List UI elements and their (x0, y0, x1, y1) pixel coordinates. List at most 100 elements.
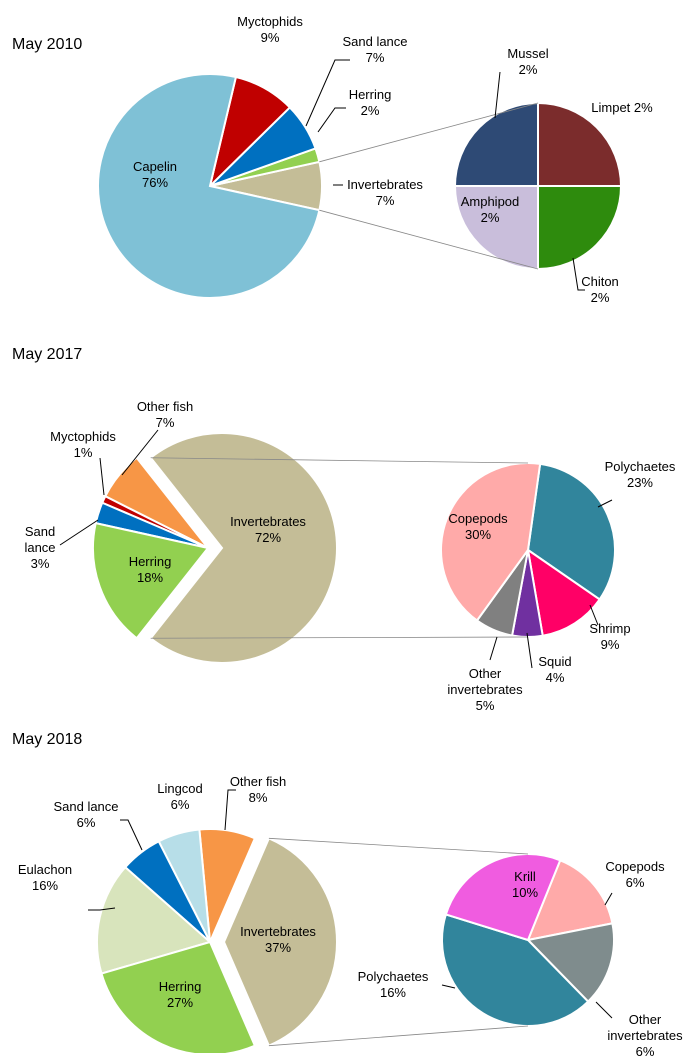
label-text: 2% (590, 290, 610, 305)
label-text: Squid (538, 654, 572, 669)
label-text: 27% (166, 995, 194, 1010)
label-text: Copepods (448, 511, 508, 526)
sub-pie-slice (537, 185, 623, 271)
data-label: Invertebrates 72% (230, 514, 306, 546)
data-label: Herring 27% (159, 979, 202, 1011)
data-label: Polychaetes 16% (358, 969, 429, 1001)
label-text: 7% (365, 50, 385, 65)
label-text: Other fish (229, 774, 287, 789)
label-text: 76% (141, 175, 169, 190)
label-text: 10% (511, 885, 539, 900)
label-text: 5% (475, 698, 495, 713)
label-text: 9% (260, 30, 280, 45)
sub-pie-slice (440, 462, 542, 622)
data-label: Sand lance 3% (20, 524, 60, 572)
label-text: May 2018 (12, 731, 83, 748)
leader-line (99, 457, 105, 496)
label-text: 7% (375, 193, 395, 208)
label-text: 2% (518, 62, 538, 77)
leader-line (441, 984, 456, 989)
data-label: Other invertebrates 5% (440, 666, 530, 714)
chart-title: May 2017 (12, 346, 82, 364)
sub-pie-slice (453, 101, 539, 187)
label-text: Sand lance (342, 34, 408, 49)
data-label: Shrimp 9% (589, 621, 630, 653)
label-text: Other invertebrates (607, 1012, 683, 1043)
data-label: Herring 2% (349, 87, 392, 119)
sub-pie-slice (537, 101, 623, 187)
label-text: Polychaetes (604, 459, 676, 474)
label-text: Invertebrates (240, 924, 316, 939)
pie-slice (149, 432, 338, 664)
connector-line (268, 837, 529, 855)
leader-line (120, 819, 143, 851)
label-text: 23% (626, 475, 654, 490)
connector-line (268, 1025, 529, 1047)
pie-slice (97, 73, 321, 299)
data-label: Invertebrates 7% (347, 177, 423, 209)
leader-line (317, 107, 346, 133)
label-text: 6% (76, 815, 96, 830)
label-text: 9% (600, 637, 620, 652)
connector-line (150, 457, 529, 464)
data-label: Herring 18% (129, 554, 172, 586)
label-text: Herring (158, 979, 202, 994)
data-label: Copepods 30% (448, 511, 507, 543)
label-text: Herring (348, 87, 392, 102)
data-label: Myctophids 9% (237, 14, 303, 46)
label-text: Sand lance (24, 524, 56, 555)
leader-line (597, 499, 613, 508)
pie-slice (222, 836, 339, 1048)
data-label: Other fish 8% (230, 774, 286, 806)
pie-slice (96, 865, 213, 975)
label-text: Myctophids (237, 14, 303, 29)
leader-line (494, 71, 501, 119)
leader-line (572, 257, 585, 291)
leader-line (526, 632, 533, 669)
data-label: Copepods 6% (605, 859, 664, 891)
leader-line (489, 636, 498, 661)
label-text: Sand lance (53, 799, 119, 814)
label-text: 8% (248, 790, 268, 805)
label-text: 30% (464, 527, 492, 542)
sub-pie-slice (526, 547, 601, 637)
label-text: 3% (30, 556, 50, 571)
data-label: Chiton 2% (581, 274, 619, 306)
label-text: Chiton (581, 274, 619, 289)
chart-title: May 2010 (12, 36, 82, 54)
sub-pie-slice (525, 922, 615, 1003)
leader-line (88, 907, 116, 911)
data-label: Eulachon 16% (18, 862, 72, 894)
label-text: May 2010 (12, 36, 83, 53)
label-text: Myctophids (50, 429, 116, 444)
label-text: 18% (136, 570, 164, 585)
pie-slice (92, 521, 210, 640)
pie-slice (100, 940, 257, 1053)
leader-line (59, 519, 99, 546)
label-text: 6% (170, 797, 190, 812)
connector-line (319, 102, 539, 163)
label-text: Polychaetes (357, 969, 429, 984)
leader-line (305, 59, 350, 127)
label-text: Capelin (132, 159, 178, 174)
data-label: Sand lance 7% (342, 34, 407, 66)
label-text: 6% (635, 1044, 655, 1059)
data-label: Squid 4% (538, 654, 571, 686)
label-text: 72% (254, 530, 282, 545)
label-text: Amphipod (460, 194, 520, 209)
connector-line (150, 636, 529, 639)
data-label: Lingcod 6% (157, 781, 203, 813)
leader-line (604, 892, 613, 906)
label-text: Lingcod (157, 781, 203, 796)
sub-pie-slice (453, 185, 539, 271)
label-text: Other invertebrates (447, 666, 523, 697)
data-label: Sand lance 6% (53, 799, 118, 831)
label-text: 16% (31, 878, 59, 893)
label-text: Shrimp (589, 621, 631, 636)
label-text: 1% (73, 445, 93, 460)
sub-pie-slice (526, 858, 614, 942)
sub-pie-slice (441, 913, 590, 1027)
label-text: Other fish (136, 399, 194, 414)
label-text: 7% (155, 415, 175, 430)
label-text: 4% (545, 670, 565, 685)
